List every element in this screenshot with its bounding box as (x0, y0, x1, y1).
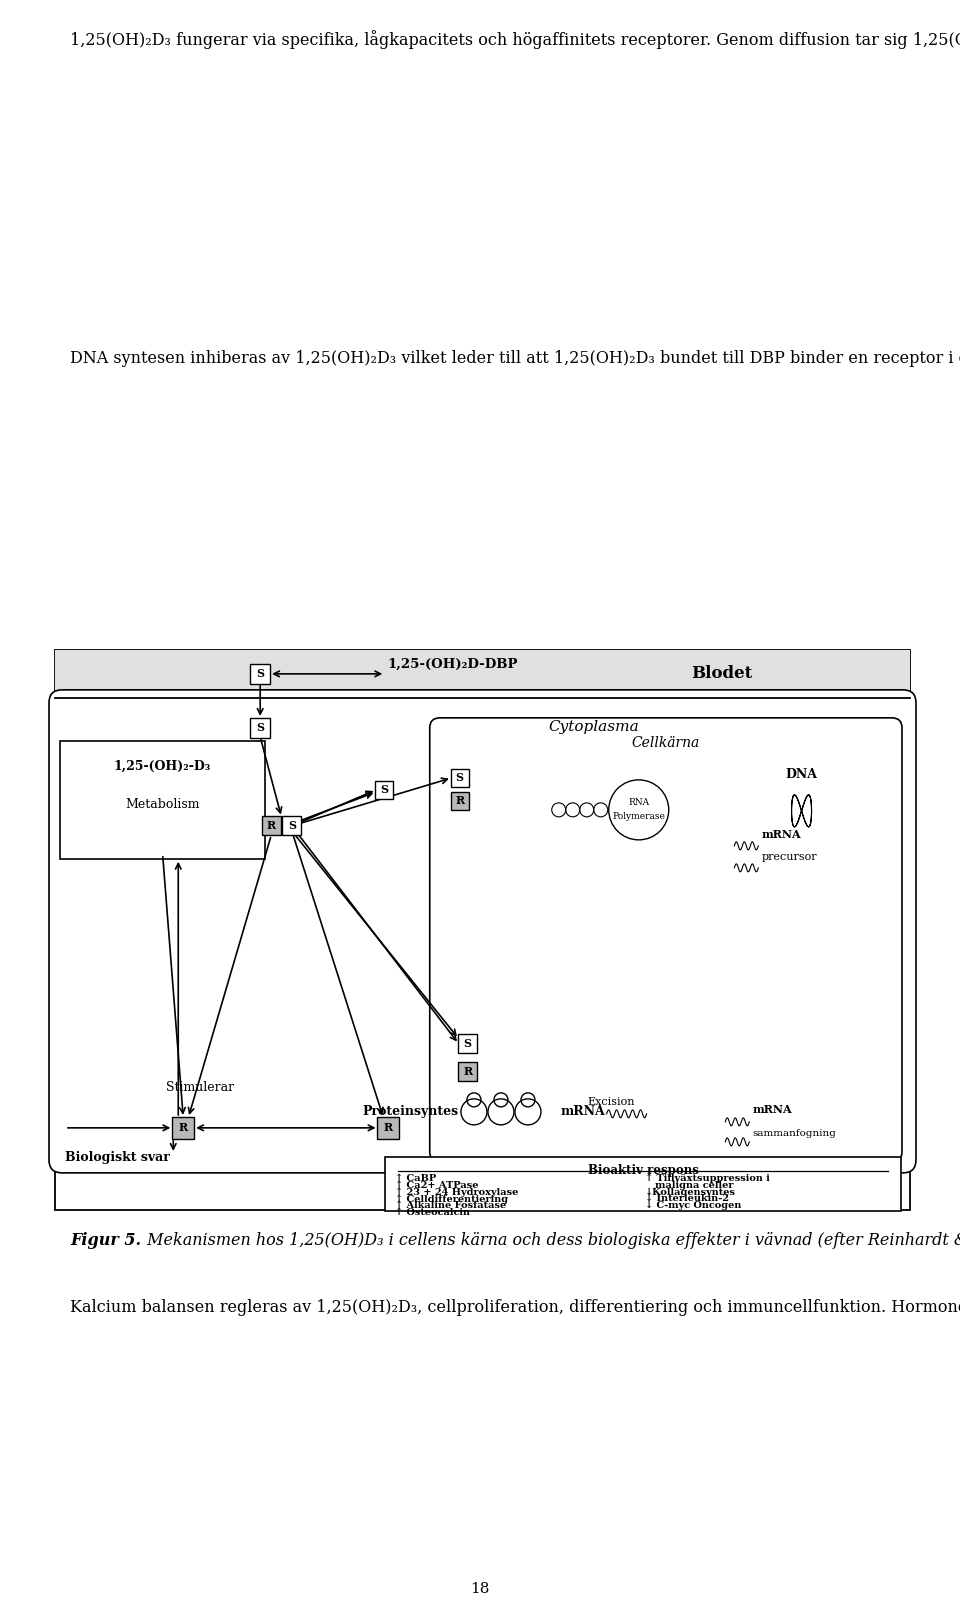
Text: Excision: Excision (588, 1098, 636, 1107)
Text: Biologiskt svar: Biologiskt svar (65, 1151, 170, 1165)
Text: S: S (464, 1038, 471, 1049)
Text: ↑ Tillväxtsuppression i: ↑ Tillväxtsuppression i (645, 1173, 770, 1183)
FancyBboxPatch shape (251, 718, 270, 738)
Text: mRNA: mRNA (761, 829, 801, 840)
FancyBboxPatch shape (55, 649, 910, 1210)
Text: 18: 18 (470, 1581, 490, 1596)
Text: ↓ Interleukin-2: ↓ Interleukin-2 (645, 1194, 730, 1204)
Text: S: S (456, 773, 464, 783)
FancyBboxPatch shape (458, 1062, 477, 1082)
Text: mRNA: mRNA (561, 1106, 606, 1118)
FancyBboxPatch shape (451, 768, 468, 787)
Text: ↑ CaBP: ↑ CaBP (396, 1173, 437, 1183)
FancyBboxPatch shape (377, 1117, 399, 1139)
FancyBboxPatch shape (458, 1035, 477, 1053)
Text: Kalcium balansen regleras av 1,25(OH)₂D₃, cellproliferation, differentiering och: Kalcium balansen regleras av 1,25(OH)₂D₃… (70, 1297, 960, 1316)
Text: Figur 5.: Figur 5. (70, 1233, 141, 1249)
Text: R: R (384, 1122, 393, 1133)
Text: RNA: RNA (628, 799, 649, 807)
Text: Proteinsyntes: Proteinsyntes (363, 1106, 459, 1118)
Text: 1,25(OH)₂D₃ fungerar via specifika, lågkapacitets och högaffinitets receptorer. : 1,25(OH)₂D₃ fungerar via specifika, lågk… (70, 31, 960, 48)
Text: precursor: precursor (761, 852, 817, 861)
FancyBboxPatch shape (251, 664, 270, 685)
Text: 1,25-(OH)₂D-DBP: 1,25-(OH)₂D-DBP (387, 657, 517, 670)
Text: ↑ 23 + 24 Hydroxylase: ↑ 23 + 24 Hydroxylase (396, 1188, 518, 1197)
FancyBboxPatch shape (262, 816, 281, 836)
Text: S: S (380, 784, 388, 795)
FancyBboxPatch shape (55, 649, 910, 697)
Text: Stimulerar: Stimulerar (166, 1082, 234, 1094)
Text: ↓Kollagensyntes: ↓Kollagensyntes (645, 1188, 736, 1197)
Text: Bioaktiv respons: Bioaktiv respons (588, 1163, 699, 1176)
Text: R: R (267, 820, 276, 831)
Text: Metabolism: Metabolism (126, 797, 200, 812)
Text: S: S (256, 723, 264, 733)
Text: R: R (179, 1122, 188, 1133)
Text: ↓ C-myc Oncogen: ↓ C-myc Oncogen (645, 1200, 741, 1210)
Text: Mekanismen hos 1,25(OH)D₃ i cellens kärna och dess biologiska effekter i vävnad : Mekanismen hos 1,25(OH)D₃ i cellens kärn… (142, 1233, 960, 1249)
Text: DNA syntesen inhiberas av 1,25(OH)₂D₃ vilket leder till att 1,25(OH)₂D₃ bundet t: DNA syntesen inhiberas av 1,25(OH)₂D₃ vi… (70, 350, 960, 366)
Text: 1,25-(OH)₂-D₃: 1,25-(OH)₂-D₃ (114, 760, 211, 773)
Text: DNA: DNA (785, 768, 818, 781)
Text: Cellkärna: Cellkärna (632, 736, 700, 750)
FancyBboxPatch shape (60, 741, 265, 858)
FancyBboxPatch shape (49, 689, 916, 1173)
Text: ↑ Ca2+ ATPase: ↑ Ca2+ ATPase (396, 1181, 479, 1189)
Text: ↑ Celldifferentiering: ↑ Celldifferentiering (396, 1194, 509, 1204)
Text: R: R (463, 1067, 472, 1077)
Text: S: S (288, 820, 296, 831)
Text: ↑ Alkaline Fosfatase: ↑ Alkaline Fosfatase (396, 1200, 507, 1210)
Text: Blodet: Blodet (691, 665, 753, 683)
FancyBboxPatch shape (282, 816, 301, 836)
Text: sammanfogning: sammanfogning (753, 1128, 836, 1138)
Text: maligna celler: maligna celler (645, 1181, 733, 1189)
Text: ↑ Osteocalcin: ↑ Osteocalcin (396, 1208, 470, 1216)
FancyBboxPatch shape (386, 1157, 901, 1210)
Text: mRNA: mRNA (753, 1104, 792, 1115)
Text: Polymerase: Polymerase (612, 813, 665, 821)
Text: S: S (256, 669, 264, 680)
FancyBboxPatch shape (430, 718, 902, 1162)
FancyBboxPatch shape (172, 1117, 194, 1139)
FancyBboxPatch shape (375, 781, 394, 799)
Text: Cytoplasma: Cytoplasma (548, 720, 639, 734)
Text: R: R (455, 795, 465, 807)
FancyBboxPatch shape (451, 792, 468, 810)
